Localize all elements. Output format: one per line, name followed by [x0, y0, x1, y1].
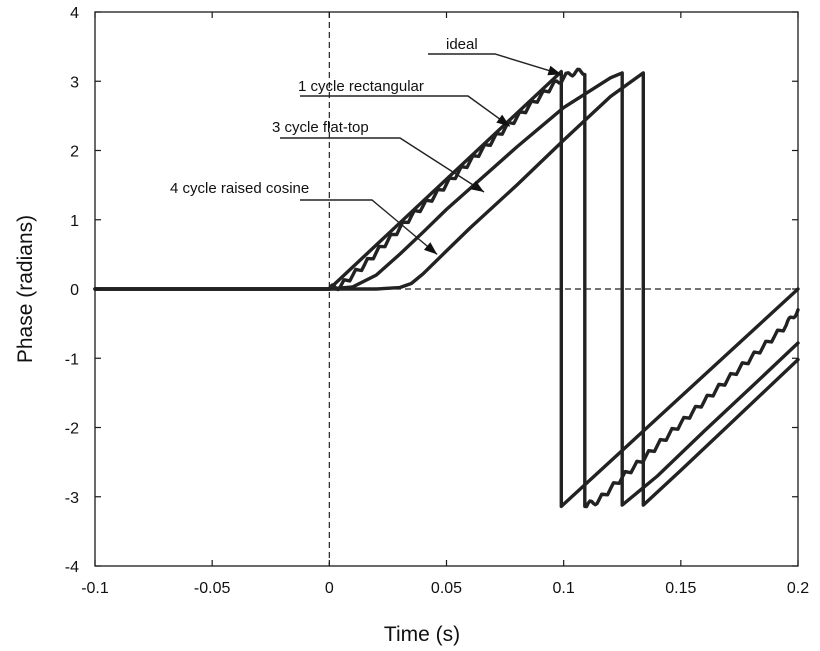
series-line-4-cycle-raised-cosine: [93, 71, 800, 507]
x-tick-label: 0.2: [787, 580, 809, 597]
series-layer: [93, 67, 800, 509]
y-tick-label: 1: [70, 213, 79, 230]
y-axis-title: Phase (radians): [14, 215, 37, 363]
x-tick-label: 0.15: [665, 580, 696, 597]
x-axis-title: Time (s): [384, 623, 460, 646]
arrow-head: [496, 114, 510, 127]
y-tick-label: 2: [70, 144, 79, 161]
annotation-4-cycle-raised-cosine: 4 cycle raised cosine: [170, 180, 309, 197]
arrow-head: [470, 180, 484, 193]
x-tick-label: 0.1: [553, 580, 575, 597]
y-tick-label: -2: [65, 421, 79, 438]
annotations: ideal 1 cycle rectangular 3 cycle flat-top…: [170, 36, 562, 255]
annotation-1-cycle-rectangular: 1 cycle rectangular: [298, 78, 424, 95]
x-tick-label: 0: [325, 580, 334, 597]
x-tick-label: 0.05: [431, 580, 462, 597]
series-line-3-cycle-flat-top: [93, 71, 800, 507]
annotation-ideal: ideal: [446, 36, 478, 53]
y-tick-label: -1: [65, 351, 79, 368]
arrow-head: [423, 242, 438, 255]
leader-line: [428, 53, 562, 75]
leader-line: [280, 137, 485, 193]
y-tick-label: 0: [70, 282, 79, 299]
y-tick-label: 4: [70, 5, 79, 22]
y-tick-label: -3: [65, 490, 79, 507]
reference-lines: [95, 12, 798, 566]
x-tick-label: -0.05: [194, 580, 231, 597]
x-tick-label: -0.1: [81, 580, 109, 597]
y-tick-label: -4: [65, 559, 79, 576]
arrow-head: [547, 65, 562, 76]
y-tick-label: 3: [70, 74, 79, 91]
annotation-3-cycle-flat-top: 3 cycle flat-top: [272, 119, 369, 136]
axis-ticks: -0.1 -0.05 0 0.05 0.1 0.15 0.2 -4 -3 -2 -1 0 1 2 3 4: [65, 5, 809, 597]
leader-line: [300, 95, 511, 127]
leader-line: [300, 199, 438, 255]
